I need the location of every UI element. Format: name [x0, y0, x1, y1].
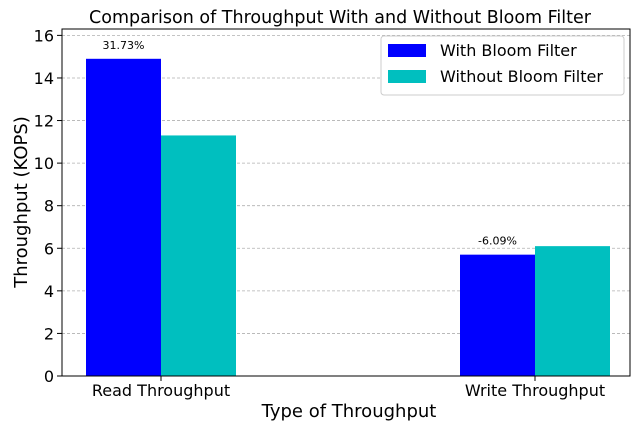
y-tick-label: 8 [44, 197, 54, 216]
bar-without-bloom-0 [161, 135, 236, 376]
legend-label: Without Bloom Filter [440, 67, 603, 86]
x-tick-label: Read Throughput [92, 381, 230, 400]
x-tick-label: Write Throughput [465, 381, 605, 400]
bar-with-bloom-1 [460, 254, 535, 376]
bar-with-bloom-0 [86, 58, 161, 376]
x-axis-label: Type of Throughput [261, 401, 437, 421]
y-tick-label: 0 [44, 367, 54, 386]
bar-annotation: -6.09% [478, 235, 517, 248]
legend-swatch [388, 70, 426, 83]
legend: With Bloom Filter Without Bloom Filter [380, 35, 625, 96]
legend-box [380, 35, 625, 96]
bar-without-bloom-1 [535, 246, 610, 376]
y-axis-label: Throughput (KOPS) [11, 116, 32, 289]
bar-annotation: 31.73% [103, 39, 145, 52]
plot-frame [61, 28, 631, 377]
y-tick-label: 6 [44, 239, 54, 258]
y-tick-label: 12 [34, 112, 54, 131]
y-tick-label: 4 [44, 282, 54, 301]
x-axis-ticks: Read Throughput Write Throughput [92, 376, 605, 400]
y-tick-label: 10 [34, 154, 54, 173]
legend-swatch [388, 44, 426, 57]
y-tick-label: 2 [44, 324, 54, 343]
legend-label: With Bloom Filter [440, 41, 577, 60]
bars [86, 58, 610, 376]
y-axis-ticks: 0 2 4 6 8 10 12 14 16 [34, 26, 62, 386]
bar-annotations: 31.73% -6.09% [103, 39, 517, 248]
y-tick-label: 14 [34, 69, 54, 88]
y-tick-label: 16 [34, 26, 54, 45]
chart-title: Comparison of Throughput With and Withou… [89, 8, 592, 28]
